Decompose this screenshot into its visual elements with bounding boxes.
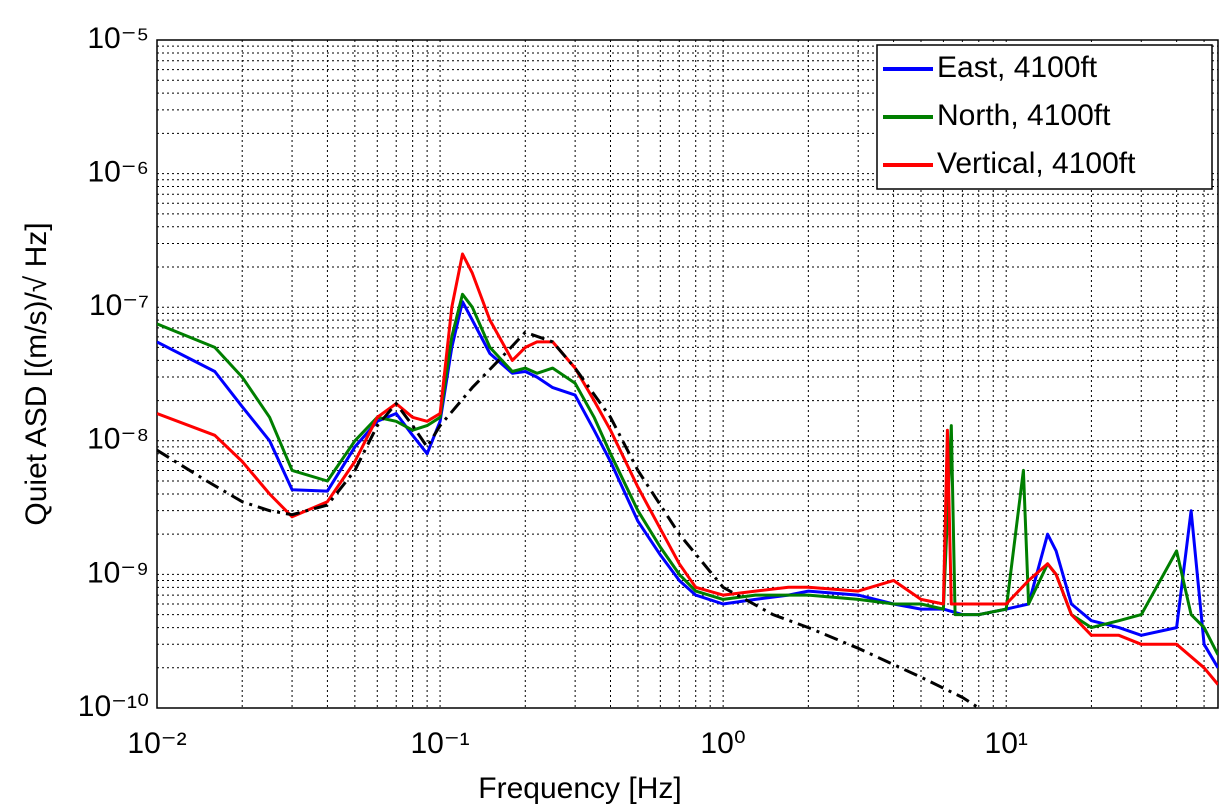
series-line <box>157 292 1218 656</box>
series-line <box>157 300 1218 669</box>
y-tick-label: 10⁻⁵ <box>87 22 149 55</box>
x-tick-label: 10¹ <box>985 727 1028 760</box>
x-tick-label: 10⁻¹ <box>410 727 469 760</box>
y-tick-label: 10⁻⁹ <box>87 556 149 589</box>
plot-frame <box>156 39 1219 709</box>
series-line <box>157 252 1218 686</box>
y-tick-label: 10⁻⁸ <box>87 423 149 456</box>
legend-label: Vertical, 4100ft <box>937 147 1136 180</box>
y-axis-label: Quiet ASD [(m/s)/√ Hz] <box>20 222 53 525</box>
y-tick-label: 10⁻⁷ <box>89 289 149 322</box>
y-tick-label: 10⁻¹⁰ <box>78 690 149 723</box>
legend-label: North, 4100ft <box>937 99 1111 132</box>
y-tick-label: 10⁻⁶ <box>87 156 149 189</box>
x-tick-label: 10⁻² <box>127 727 186 760</box>
series-line <box>157 330 980 708</box>
x-axis-label: Frequency [Hz] <box>478 772 681 805</box>
x-tick-label: 10⁰ <box>700 727 745 760</box>
legend-label: East, 4100ft <box>937 51 1098 84</box>
